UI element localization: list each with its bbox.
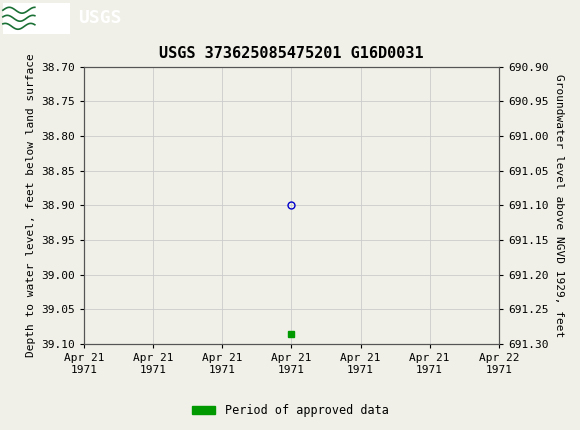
FancyBboxPatch shape bbox=[3, 3, 70, 34]
Title: USGS 373625085475201 G16D0031: USGS 373625085475201 G16D0031 bbox=[159, 46, 424, 61]
Legend: Period of approved data: Period of approved data bbox=[187, 399, 393, 422]
Text: USGS: USGS bbox=[78, 9, 122, 27]
Y-axis label: Depth to water level, feet below land surface: Depth to water level, feet below land su… bbox=[26, 53, 36, 357]
Y-axis label: Groundwater level above NGVD 1929, feet: Groundwater level above NGVD 1929, feet bbox=[554, 74, 564, 337]
